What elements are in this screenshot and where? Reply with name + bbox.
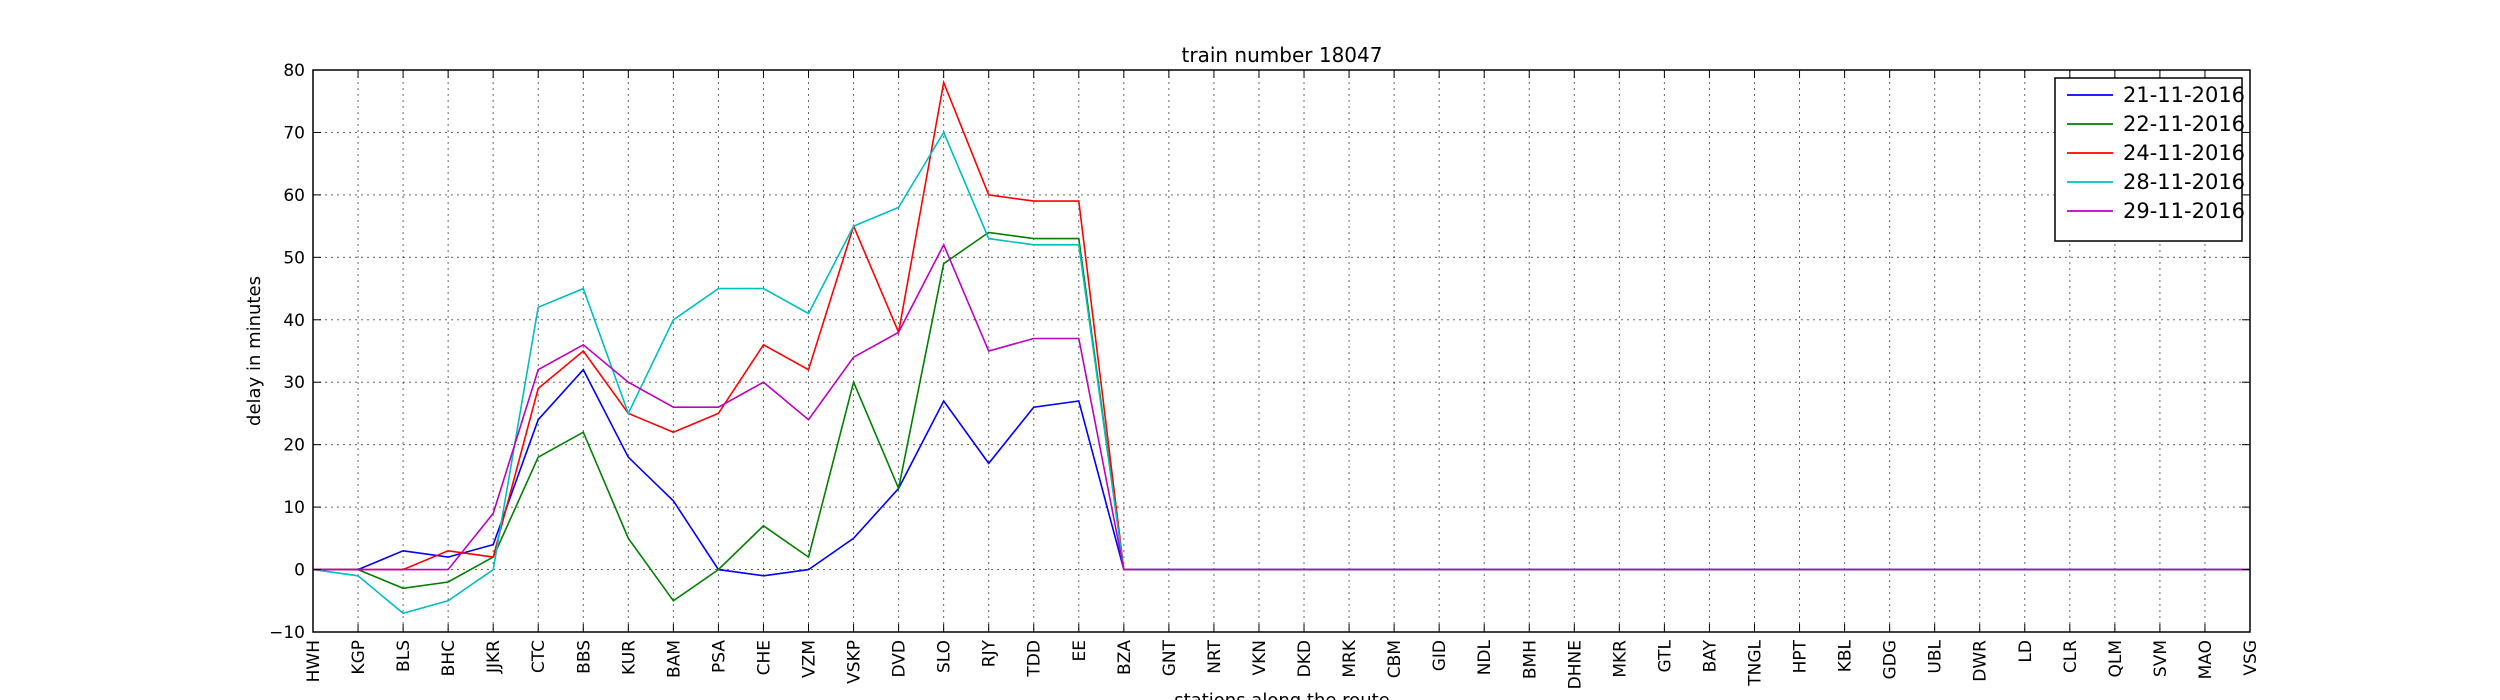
x-tick-label: GID [1430,640,1450,671]
x-tick-label: CTC [529,640,549,673]
x-tick-label: BAM [664,640,684,678]
x-tick-label: UBL [1926,639,1946,673]
x-tick-label: VSKP [845,640,865,684]
x-tick-label: NRT [1205,639,1225,673]
x-tick-label: DWR [1971,640,1991,682]
plot-area-frame [312,69,2251,633]
x-tick-label: BZA [1115,640,1135,675]
x-tick-label: BLS [394,640,414,672]
legend-entry: 24-11-2016 [2123,141,2245,165]
series-lines [312,79,2250,615]
x-tick-label: BAY [1700,639,1720,672]
x-tick-label: LD [2016,640,2036,663]
y-tick-label: 60 [283,186,305,206]
legend-box [2054,77,2243,242]
y-tick-label: 40 [283,311,305,331]
series-line-1 [313,368,2250,577]
y-tick-label: 20 [283,436,305,456]
x-tick-label: MRK [1340,639,1360,677]
series-line-2 [313,231,2250,602]
y-tick-label: 10 [283,498,305,518]
x-tick-label: DHNE [1565,640,1585,689]
x-tick-label: EE [1070,640,1090,661]
x-tick-label: PSA [709,640,729,673]
x-tick-label: BBS [574,640,594,674]
x-tick-label: KGP [349,640,369,675]
y-tick-label: 70 [283,123,305,143]
series-line-4 [312,130,2250,615]
x-tick-label: JJKR [484,640,504,674]
y-axis-label: delay in minutes [244,276,265,426]
x-tick-label: DKD [1295,640,1315,677]
x-tick-label: VKN [1250,640,1270,676]
y-tick-label: 30 [283,373,305,393]
y-tick-label: 80 [283,61,305,81]
x-tick-label: GNT [1160,639,1180,676]
legend-entry: 21-11-2016 [2123,83,2245,107]
x-tick-label: GDG [1881,640,1901,679]
x-tick-label: TNGL [1745,639,1765,686]
x-tick-label: HPT [1791,639,1811,673]
x-tick-label: QLM [2106,640,2126,678]
x-tick-label: VSG [2241,640,2261,676]
x-tick-label: NDL [1475,639,1495,675]
x-tick-label: KBL [1836,639,1856,672]
x-tick-label: CHE [754,640,774,675]
x-tick-label: DVD [890,640,910,678]
x-tick-label: TDD [1025,640,1045,678]
x-tick-label: VZM [800,640,820,678]
legend: 21-11-2016 22-11-2016 24-11-2016 28-11-2016… [2054,77,2245,242]
y-tick-label: 0 [294,561,305,581]
x-tick-label: CLR [2061,640,2081,673]
x-tick-label: GTL [1655,639,1675,672]
y-tick-label: −10 [269,623,305,643]
x-tick-label: CBM [1385,640,1405,678]
x-tick-label: MKR [1610,640,1630,678]
x-tick-label: KUR [619,640,639,675]
series-line-3 [313,79,2250,571]
x-tick-label: BMH [1520,640,1540,679]
x-axis-label: stations along the route [1174,690,1389,700]
x-axis: HWH KGP BLS BHC JJKR CTC BBS KUR BAM PSA CHE VZM VSK… [304,70,2261,689]
series-line-5 [313,242,2250,571]
x-tick-label: BHC [439,640,459,676]
x-tick-label: MAO [2196,640,2216,679]
y-tick-label: 50 [283,248,305,268]
x-tick-label: SLO [935,640,955,673]
legend-entry: 22-11-2016 [2123,112,2245,136]
x-tick-label: SVM [2151,640,2171,677]
legend-entry: 28-11-2016 [2123,170,2245,194]
chart-title: train number 18047 [1182,43,1383,67]
x-tick-label: HWH [304,640,324,682]
x-tick-label: RJY [980,639,1000,667]
grid [312,69,2251,633]
legend-entry: 29-11-2016 [2123,199,2245,223]
y-axis: −10 0 10 20 30 40 50 60 70 80 [269,61,2250,643]
